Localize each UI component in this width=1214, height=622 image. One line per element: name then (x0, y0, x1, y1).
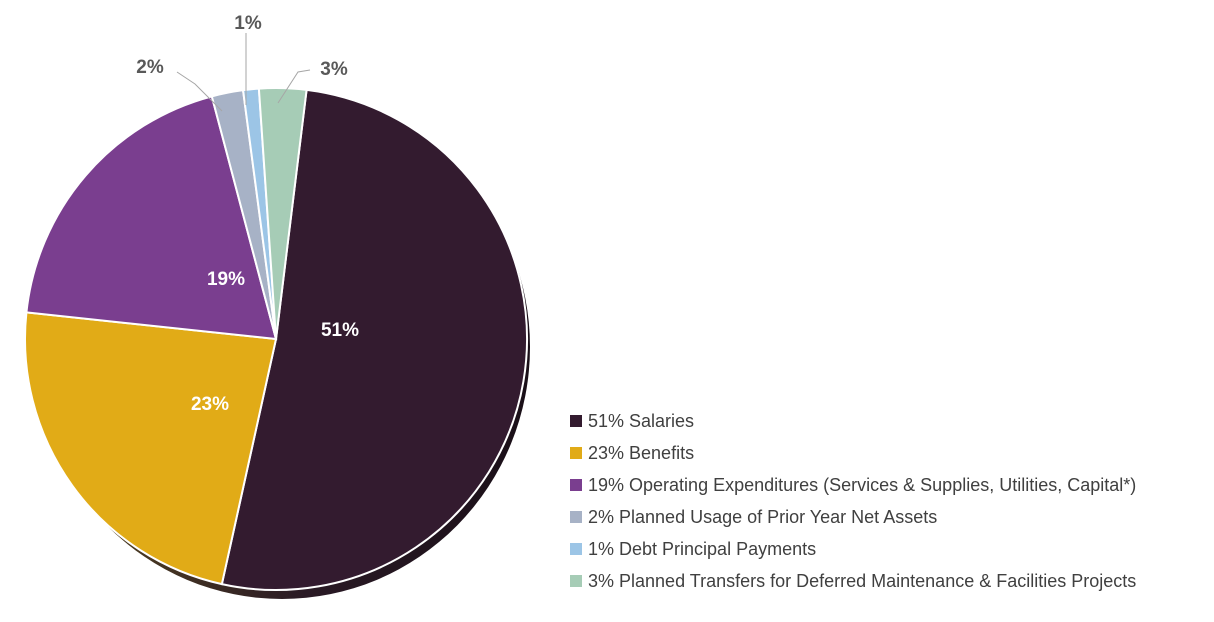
leader-line-prior-year-net-assets (176, 71, 223, 112)
legend-item-debt-principal-payments: 1% Debt Principal Payments (570, 533, 1136, 565)
legend-item-prior-year-net-assets: 2% Planned Usage of Prior Year Net Asset… (570, 501, 1136, 533)
legend-item-salaries: 51% Salaries (570, 405, 1136, 437)
legend-swatch-salaries (570, 415, 582, 427)
pie-slice-operating-expenditures (25, 95, 278, 341)
slice-label-operating-expenditures: 19% (207, 269, 245, 290)
legend-swatch-deferred-maintenance-transfers (570, 575, 582, 587)
pie-slice-deferred-maintenance-transfers (257, 87, 308, 340)
legend-swatch-prior-year-net-assets (570, 511, 582, 523)
slice-label-deferred-maintenance-transfers: 3% (320, 59, 348, 80)
legend-item-benefits: 23% Benefits (570, 437, 1136, 469)
leader-line-deferred-maintenance-transfers (277, 69, 311, 104)
slice-label-debt-principal-payments: 1% (234, 13, 262, 34)
slice-label-salaries: 51% (321, 320, 359, 341)
legend-swatch-benefits (570, 447, 582, 459)
legend-label-debt-principal-payments: 1% Debt Principal Payments (588, 538, 817, 559)
legend-swatch-operating-expenditures (570, 479, 582, 491)
legend-label-salaries: 51% Salaries (588, 410, 695, 431)
slice-label-benefits: 23% (191, 394, 229, 415)
legend-label-operating-expenditures: 19% Operating Expenditures (Services & S… (588, 474, 1137, 495)
legend-label-deferred-maintenance-transfers: 3% Planned Transfers for Deferred Mainte… (588, 570, 1137, 591)
legend-item-operating-expenditures: 19% Operating Expenditures (Services & S… (570, 469, 1136, 501)
legend-label-prior-year-net-assets: 2% Planned Usage of Prior Year Net Asset… (588, 506, 938, 527)
slice-label-prior-year-net-assets: 2% (136, 57, 164, 78)
legend-swatch-debt-principal-payments (570, 543, 582, 555)
chart-legend: 51% Salaries 23% Benefits 19% Operating … (570, 405, 1136, 597)
legend-label-benefits: 23% Benefits (588, 442, 695, 463)
pie-slice-salaries (220, 88, 529, 591)
pie-slice-benefits (24, 311, 278, 586)
legend-item-deferred-maintenance-transfers: 3% Planned Transfers for Deferred Mainte… (570, 565, 1136, 597)
